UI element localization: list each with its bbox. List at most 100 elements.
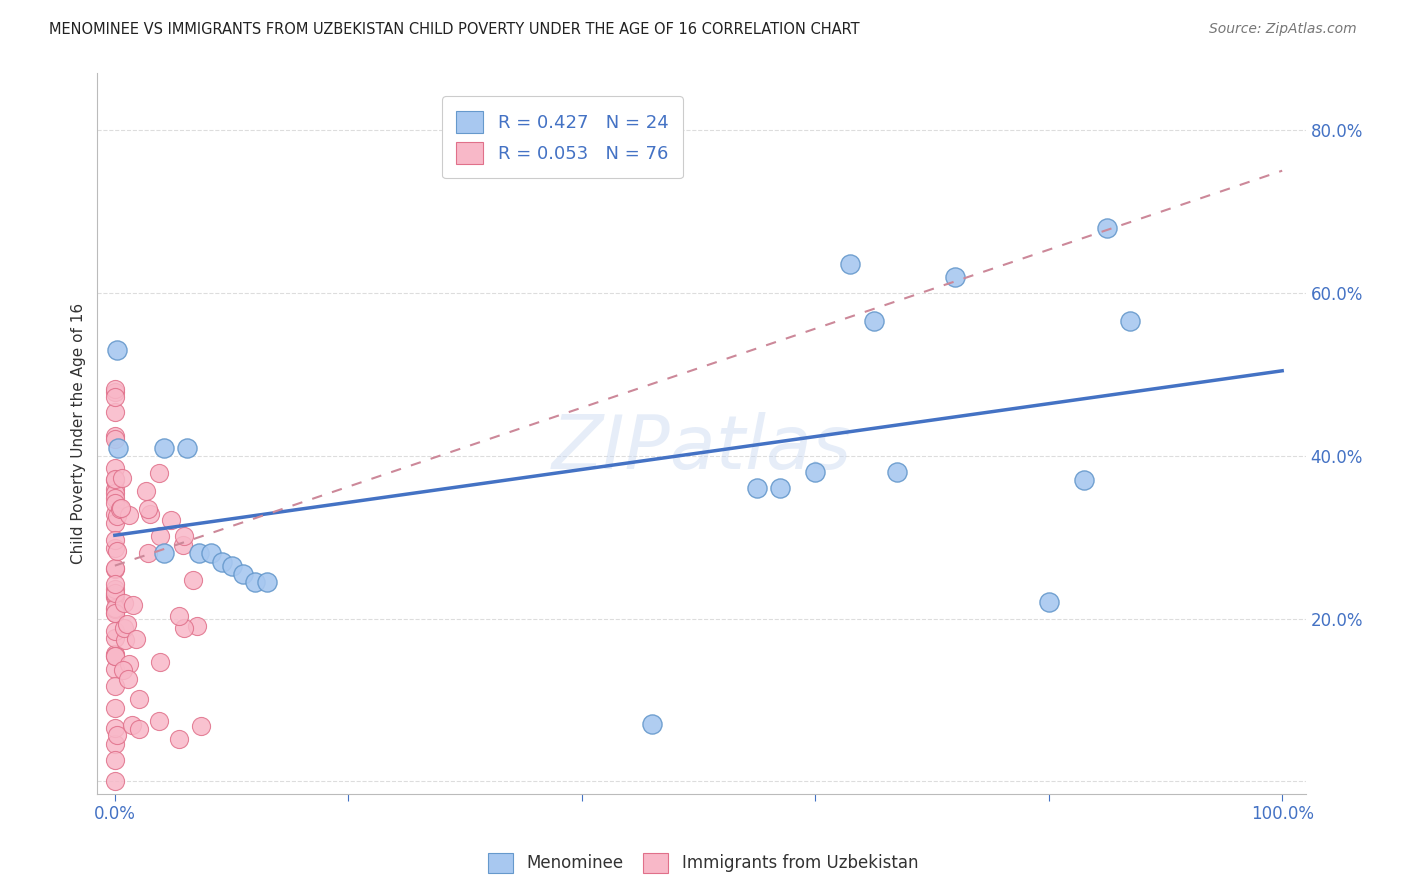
Point: [176, 441, 198, 455]
Point: [104, 382, 127, 396]
Point: [104, 662, 127, 676]
Point: [104, 561, 127, 575]
Point: [104, 429, 127, 443]
Point: [125, 632, 148, 646]
Point: [104, 586, 127, 600]
Point: [1095, 220, 1118, 235]
Point: [167, 731, 190, 746]
Point: [104, 472, 127, 486]
Point: [105, 343, 128, 357]
Point: [839, 257, 862, 271]
Text: ZIPatlas: ZIPatlas: [551, 412, 852, 483]
Point: [153, 546, 176, 560]
Point: [112, 596, 135, 610]
Point: [128, 722, 150, 736]
Point: [104, 491, 127, 505]
Point: [745, 481, 768, 495]
Point: [769, 481, 792, 495]
Point: [114, 632, 136, 647]
Point: [104, 541, 127, 556]
Point: [104, 485, 127, 500]
Point: [943, 269, 966, 284]
Point: [211, 555, 233, 569]
Point: [112, 621, 135, 635]
Point: [104, 482, 127, 496]
Point: [104, 679, 127, 693]
Point: [122, 598, 145, 612]
Point: [804, 465, 827, 479]
Point: [112, 664, 135, 678]
Point: [104, 753, 127, 767]
Point: [173, 529, 195, 543]
Point: [104, 590, 127, 604]
Point: [187, 546, 209, 560]
Point: [148, 466, 170, 480]
Point: [104, 405, 127, 419]
Point: [115, 616, 138, 631]
Point: [186, 619, 208, 633]
Y-axis label: Child Poverty Under the Age of 16: Child Poverty Under the Age of 16: [72, 302, 86, 564]
Point: [104, 390, 127, 404]
Legend: R = 0.427   N = 24, R = 0.053   N = 76: R = 0.427 N = 24, R = 0.053 N = 76: [441, 96, 683, 178]
Point: [107, 441, 129, 455]
Point: [117, 672, 139, 686]
Point: [104, 721, 127, 735]
Point: [256, 574, 278, 589]
Point: [149, 529, 172, 543]
Point: [104, 582, 127, 596]
Point: [135, 484, 157, 499]
Point: [104, 600, 127, 615]
Point: [190, 719, 212, 733]
Text: Source: ZipAtlas.com: Source: ZipAtlas.com: [1209, 22, 1357, 37]
Point: [110, 502, 132, 516]
Point: [1073, 473, 1095, 487]
Point: [641, 717, 664, 731]
Point: [138, 546, 160, 560]
Point: [104, 516, 127, 530]
Point: [104, 588, 127, 602]
Point: [110, 500, 132, 515]
Point: [886, 465, 908, 479]
Point: [153, 441, 176, 455]
Point: [104, 648, 127, 663]
Point: [128, 691, 150, 706]
Point: [104, 607, 127, 621]
Point: [105, 728, 128, 742]
Point: [221, 558, 243, 573]
Point: [104, 385, 127, 400]
Point: [181, 573, 204, 587]
Point: [104, 624, 127, 638]
Point: [104, 576, 127, 591]
Text: MENOMINEE VS IMMIGRANTS FROM UZBEKISTAN CHILD POVERTY UNDER THE AGE OF 16 CORREL: MENOMINEE VS IMMIGRANTS FROM UZBEKISTAN …: [49, 22, 860, 37]
Point: [104, 606, 127, 620]
Point: [104, 602, 127, 616]
Point: [105, 509, 128, 524]
Point: [118, 657, 141, 671]
Point: [172, 538, 194, 552]
Point: [111, 471, 134, 485]
Point: [104, 507, 127, 521]
Point: [105, 543, 128, 558]
Point: [104, 737, 127, 751]
Point: [104, 561, 127, 575]
Point: [104, 496, 127, 510]
Point: [200, 546, 222, 560]
Point: [104, 461, 127, 475]
Point: [167, 609, 190, 624]
Point: [1119, 314, 1142, 328]
Point: [243, 574, 266, 589]
Legend: Menominee, Immigrants from Uzbekistan: Menominee, Immigrants from Uzbekistan: [481, 847, 925, 880]
Point: [148, 655, 170, 669]
Point: [136, 502, 159, 516]
Point: [104, 533, 127, 548]
Point: [104, 432, 127, 446]
Point: [160, 513, 183, 527]
Point: [121, 718, 143, 732]
Point: [104, 631, 127, 645]
Point: [1038, 595, 1060, 609]
Point: [104, 773, 127, 788]
Point: [139, 507, 162, 521]
Point: [148, 714, 170, 728]
Point: [118, 508, 141, 523]
Point: [232, 566, 254, 581]
